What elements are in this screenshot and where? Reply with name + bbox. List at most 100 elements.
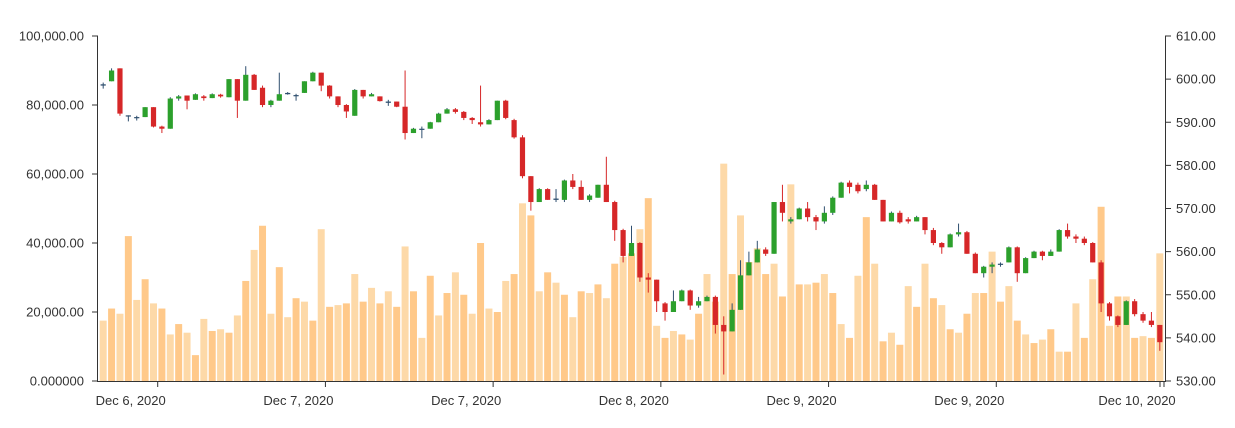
- candle-body: [268, 100, 274, 105]
- candle-body: [939, 243, 945, 248]
- volume-bar: [787, 184, 795, 381]
- candle-body: [150, 107, 157, 127]
- candle-body: [117, 68, 123, 114]
- volume-bar: [200, 318, 208, 381]
- right-tick-label: 610.00: [1176, 29, 1216, 44]
- candle-body: [981, 266, 987, 274]
- candle-body: [821, 212, 827, 222]
- volume-bar: [628, 253, 635, 381]
- volume-bar: [1030, 343, 1038, 381]
- volume-bar: [560, 294, 568, 381]
- left-tick-label: 0.000000: [30, 374, 84, 389]
- candle-body: [813, 217, 819, 222]
- candle-body: [494, 100, 500, 121]
- volume-bar: [887, 332, 895, 381]
- candle-body: [192, 94, 199, 100]
- candle-body: [469, 117, 475, 121]
- volume-bar: [904, 286, 912, 382]
- volume-bar: [326, 306, 334, 381]
- candle-body: [905, 219, 911, 222]
- x-tick-label: Dec 9, 2020: [767, 393, 837, 408]
- right-tick-label: 530.00: [1176, 374, 1216, 389]
- candle-body: [603, 184, 609, 203]
- candle-body: [243, 74, 249, 101]
- x-tick-label: Dec 8, 2020: [599, 393, 669, 408]
- candle-body: [830, 197, 836, 213]
- candle-body: [855, 184, 861, 192]
- candle-body: [477, 122, 484, 125]
- candle-body: [125, 115, 131, 117]
- candle-body: [947, 234, 953, 248]
- volume-bar: [577, 291, 585, 381]
- volume-bar: [703, 274, 711, 381]
- candle-body: [134, 117, 140, 119]
- volume-bar: [510, 274, 518, 381]
- volume-bar: [242, 280, 250, 381]
- candle-body: [1048, 251, 1054, 256]
- volume-bar: [183, 332, 191, 381]
- candle-body: [343, 105, 349, 112]
- volume-bar: [225, 332, 233, 381]
- candle-body: [519, 137, 526, 177]
- candle-body: [419, 128, 425, 130]
- candle-body: [846, 182, 853, 187]
- volume-bar: [418, 337, 426, 382]
- candle-body: [159, 126, 165, 129]
- candle-body: [410, 128, 417, 134]
- volume-bar: [393, 306, 401, 381]
- candle-body: [536, 189, 542, 203]
- candle-body: [368, 94, 375, 97]
- volume-bar: [753, 248, 761, 381]
- volume-bar: [376, 303, 384, 382]
- candle-body: [318, 72, 324, 86]
- volume-bar: [929, 298, 937, 381]
- candle-body: [335, 96, 341, 106]
- candle-body: [712, 296, 718, 325]
- volume-bar: [602, 298, 610, 381]
- volume-bar: [829, 293, 837, 381]
- volume-bar: [762, 274, 770, 381]
- candle-body: [620, 230, 626, 256]
- volume-bar: [451, 272, 459, 381]
- candle-body: [1115, 316, 1121, 325]
- right-tick-label: 550.00: [1176, 287, 1216, 302]
- volume-bar: [594, 284, 602, 381]
- candle-body: [729, 309, 735, 332]
- volume-bar: [1156, 253, 1164, 381]
- candle-body: [1031, 251, 1037, 259]
- candle-body: [452, 109, 458, 112]
- volume-bar: [1022, 334, 1030, 381]
- volume-bar: [611, 263, 619, 381]
- volume-bar: [384, 291, 392, 381]
- volume-bar: [1055, 351, 1063, 381]
- candle-body: [1023, 258, 1029, 274]
- candle-body: [746, 262, 752, 276]
- candle-body: [612, 202, 618, 231]
- volume-bar: [1080, 337, 1088, 382]
- left-tick-label: 80,000.00: [26, 98, 84, 113]
- volume-bars: [99, 163, 1164, 382]
- volume-bar: [1147, 337, 1155, 382]
- candle-body: [897, 212, 903, 223]
- candle-body: [662, 303, 668, 313]
- candle-body: [1132, 301, 1138, 315]
- volume-bar: [426, 275, 434, 381]
- x-tick-label: Dec 7, 2020: [263, 393, 333, 408]
- candle-body: [217, 94, 224, 97]
- volume-bar: [988, 251, 996, 382]
- volume-bar: [1114, 296, 1122, 381]
- volume-bar: [124, 236, 132, 381]
- left-tick-label: 100,000.00: [19, 29, 84, 44]
- candle-body: [645, 277, 651, 280]
- candle-body: [914, 217, 920, 222]
- candle-body: [654, 279, 660, 302]
- candle-body: [427, 122, 433, 129]
- volume-bar: [619, 256, 627, 381]
- candle-body: [301, 81, 308, 93]
- x-axis-ticks: Dec 6, 2020 Dec 7, 2020 Dec 7, 2020 Dec 8, …: [96, 381, 1176, 408]
- volume-bar: [913, 306, 921, 381]
- volume-bar: [720, 163, 728, 381]
- volume-bar: [309, 320, 317, 382]
- candle-body: [352, 89, 358, 116]
- volume-bar: [586, 293, 594, 381]
